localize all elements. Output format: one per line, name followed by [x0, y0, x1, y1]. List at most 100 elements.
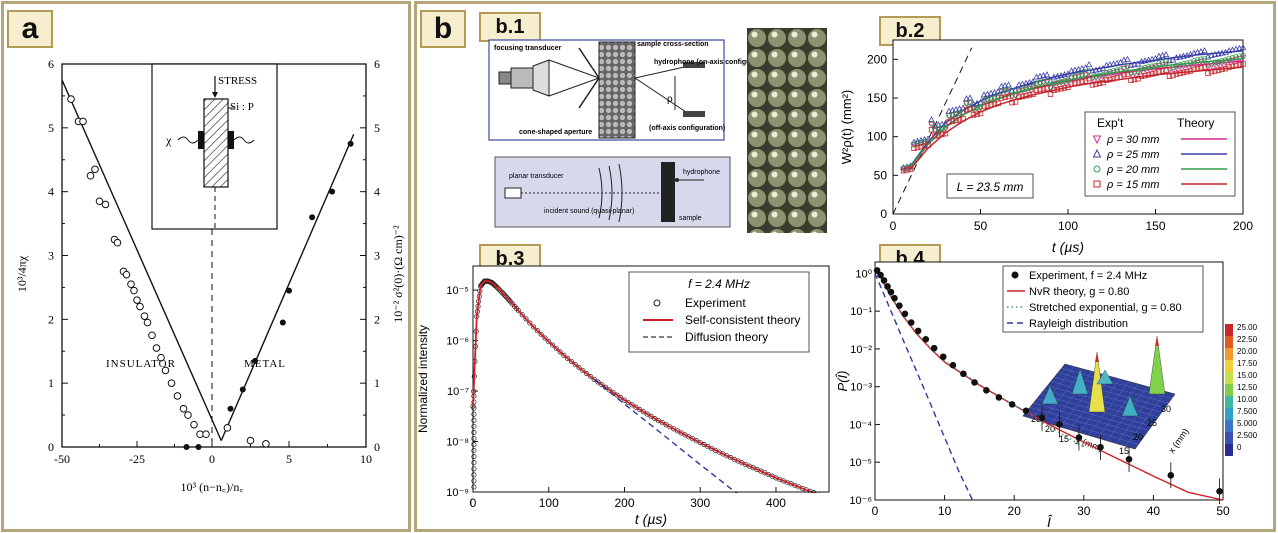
b3-experiment-point — [557, 349, 563, 355]
b4-experiment-point — [1216, 487, 1223, 495]
b4-xtick-label: 40 — [1147, 504, 1161, 518]
b2-marker — [1047, 91, 1054, 97]
b4-experiment-point — [995, 394, 1003, 401]
a-point-insulator — [86, 171, 95, 180]
a-point-metal — [239, 386, 246, 393]
b3-legend-marker — [653, 299, 661, 307]
b3-experiment-point — [531, 324, 537, 330]
insulator-label: INSULATOR — [106, 358, 176, 370]
b4-experiment-point — [1125, 455, 1133, 463]
b2-marker — [932, 133, 938, 139]
b4-experiment-point — [914, 327, 922, 335]
inset-chi-label: χ — [165, 133, 172, 147]
a-point-insulator — [173, 392, 182, 400]
b3-experiment-point — [606, 387, 612, 393]
a-point-insulator — [167, 379, 176, 387]
a-xtick-label: 5 — [286, 452, 292, 466]
b3-ytick-label: 10⁻⁶ — [446, 336, 469, 348]
b2-ytick-label: 200 — [867, 52, 887, 66]
a-ytick-label-right: 3 — [374, 249, 380, 263]
b2-legend-label: ρ = 25 mm — [1106, 149, 1159, 161]
b3-experiment-point — [671, 426, 677, 432]
b2-xtick-label: 100 — [1058, 219, 1078, 233]
b2-marker — [998, 95, 1005, 101]
b1-off-axis-label: (off-axis configuration) — [649, 125, 725, 132]
b4-experiment-point — [1075, 434, 1083, 441]
b2-marker — [984, 90, 991, 97]
b4-colorbar-tick: 22.50 — [1237, 335, 1258, 344]
b2-marker — [1176, 64, 1184, 71]
b4-experiment-point — [949, 361, 957, 369]
b2-marker — [928, 121, 935, 128]
b4-xlabel: Î — [1047, 514, 1053, 529]
b4-xtick-label: 10 — [938, 504, 952, 518]
b2-marker — [1162, 61, 1170, 68]
b3-xtick-label: 100 — [539, 496, 559, 510]
b2-marker — [918, 140, 924, 146]
b3-experiment-point — [618, 395, 624, 401]
b3-experiment-point — [546, 339, 552, 345]
b2-xlabel: t (µs) — [1052, 239, 1084, 255]
b3-selfconsistent-line — [472, 280, 822, 497]
b1-rho-label: ρ — [667, 94, 673, 105]
b2-marker — [1096, 80, 1103, 87]
a-xlabel: 10³ (n−n꜀)/n꜀ — [181, 480, 244, 494]
b2-marker — [1016, 94, 1022, 100]
b2-marker — [963, 106, 970, 113]
b4-colorbar-cell — [1225, 384, 1233, 396]
b2-marker — [1086, 68, 1092, 74]
b3-experiment-point — [674, 428, 681, 434]
b3-experiment-point — [659, 420, 665, 426]
b2-marker — [1163, 58, 1169, 65]
a-ytick-label-right: 0 — [374, 440, 380, 454]
a-ytick-label: 6 — [48, 57, 54, 71]
b2-marker — [1036, 72, 1044, 79]
b2-marker — [946, 112, 952, 119]
b4-legend-label: Stretched exponential, g = 0.80 — [1029, 302, 1182, 314]
b2-xtick-label: 0 — [890, 219, 897, 233]
b2-marker — [1002, 94, 1008, 100]
b3-experiment-point — [580, 368, 586, 374]
b3-experiment-point — [471, 429, 477, 435]
panel-b: b b.1 focusing transducer sample cross-s… — [414, 1, 1276, 532]
b3-experiment-point — [504, 295, 510, 301]
b4-experiment-point — [1097, 443, 1104, 451]
b2-marker — [904, 167, 910, 173]
b2-marker — [1229, 57, 1236, 64]
b2-marker — [1093, 81, 1099, 87]
b3-xtick-label: 300 — [690, 496, 710, 510]
b4-experiment-point — [1008, 401, 1016, 408]
b2-marker — [921, 143, 928, 149]
b4-colorbar-cell — [1225, 396, 1233, 408]
b2-marker — [980, 91, 988, 98]
a-point-metal — [279, 319, 286, 326]
b1-hydrophone-on-label: hydrophone (on-axis configuration) — [654, 59, 772, 66]
b2-marker — [928, 116, 935, 123]
b3-experiment-point — [502, 292, 508, 298]
b4-experiment-point — [930, 344, 938, 352]
a-point-metal — [286, 287, 292, 294]
a-point-insulator — [79, 117, 87, 126]
b2-marker — [1149, 71, 1155, 77]
a-point-insulator — [223, 424, 232, 432]
b2-marker — [984, 96, 991, 103]
b2-marker — [1026, 78, 1033, 85]
b2-marker — [1107, 76, 1113, 83]
a-point-insulator — [179, 404, 188, 413]
a-point-insulator — [262, 440, 270, 448]
b1-aperture-label: cone-shaped aperture — [519, 129, 592, 136]
b3-experiment-point — [471, 411, 477, 417]
b4-experiment-point — [1022, 407, 1030, 415]
b4-experiment-point — [1056, 421, 1063, 428]
b2-marker — [1211, 51, 1219, 58]
b3-experiment-point — [471, 441, 477, 448]
b2-marker — [1124, 63, 1131, 70]
a-point-metal — [347, 140, 354, 147]
b2-marker — [1124, 55, 1131, 62]
a-ytick-label-right: 5 — [374, 121, 380, 135]
b1-schematic: focusing transducer sample cross-section… — [488, 39, 772, 228]
b2-marker — [967, 106, 973, 112]
b2-ytick-label: 0 — [880, 207, 887, 221]
b4-inset-xtick: 15 — [1119, 446, 1129, 456]
inset-stress-label: STRESS — [218, 75, 257, 87]
